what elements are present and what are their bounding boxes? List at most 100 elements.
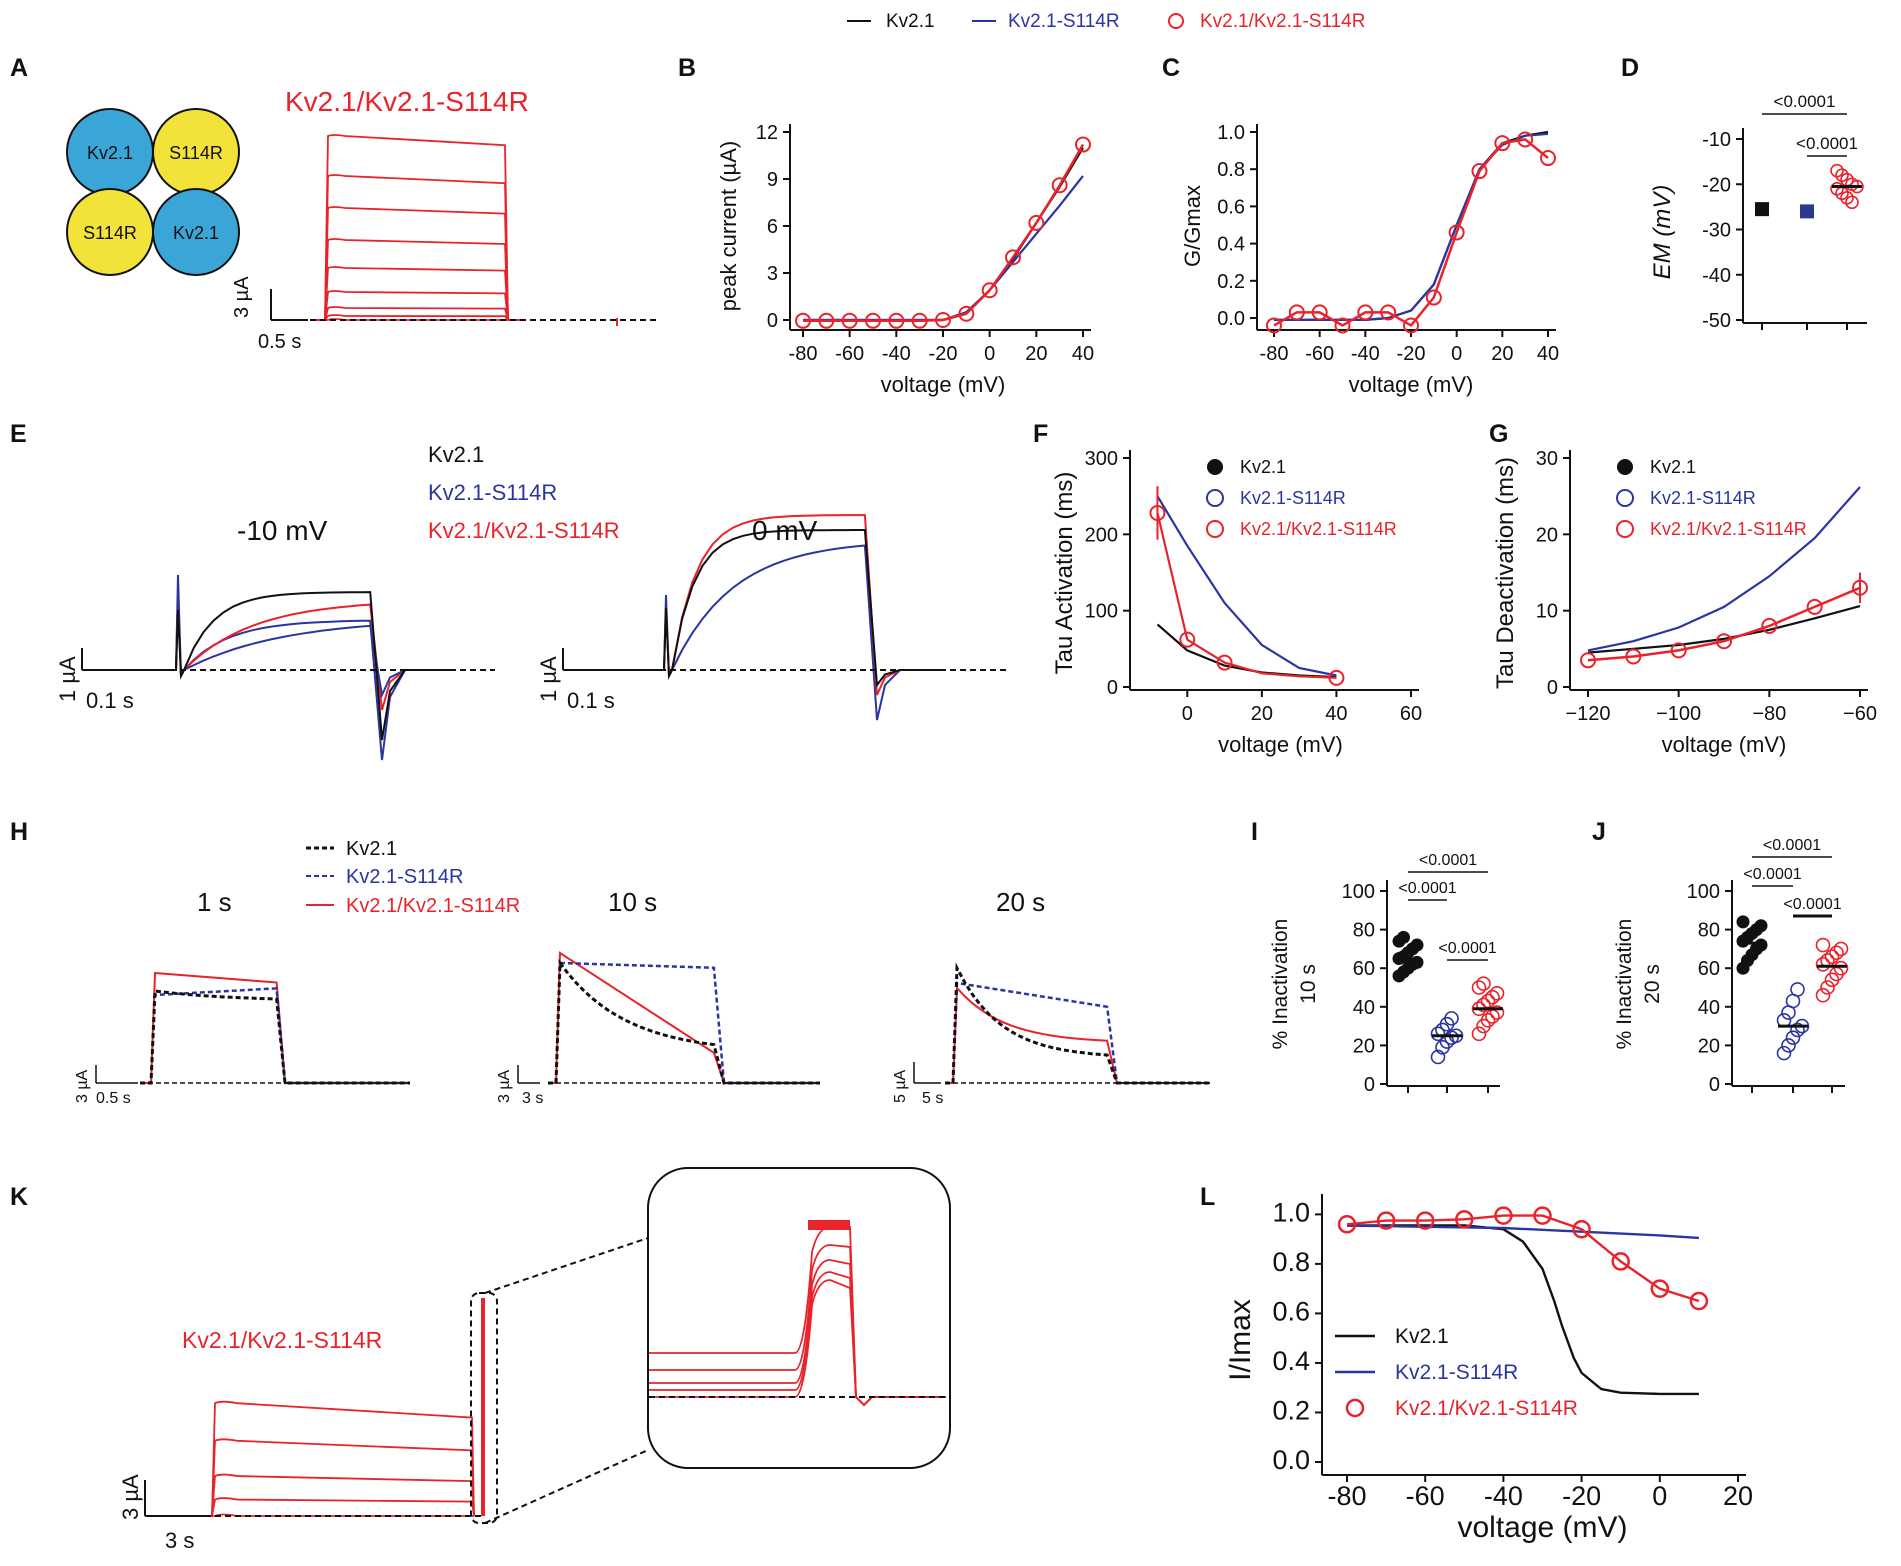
x-tick-label: -20 — [1562, 1481, 1601, 1511]
y-tick-label: -20 — [1702, 174, 1731, 196]
x-axis-label: voltage (mV) — [881, 372, 1006, 397]
panel-k-scale-y-label: 3 µA — [118, 1474, 143, 1520]
x-tick-label: -80 — [789, 343, 818, 365]
inset-current-trace — [649, 1271, 946, 1407]
current-trace — [105, 574, 450, 761]
x-axis-label: voltage (mV) — [1662, 732, 1787, 757]
chart-i: 0 20 40 60 80 100 % Inactivation 10 s <0.0001 <0.… — [1269, 852, 1505, 1096]
panel-e-scale-y-label-1: 1 µA — [55, 656, 80, 702]
y-tick-label: -30 — [1702, 220, 1731, 242]
y-tick-label: 100 — [1085, 601, 1118, 623]
x-axis-label: voltage (mV) — [1218, 732, 1343, 757]
x-tick-label: 20 — [1251, 703, 1273, 725]
x-tick-label: 0 — [984, 343, 995, 365]
y-tick-label: 1.0 — [1217, 122, 1245, 144]
data-point — [1376, 1211, 1396, 1230]
current-trace — [175, 1400, 475, 1517]
series-line-0 — [803, 147, 1084, 322]
legend-marker-mut — [1206, 489, 1224, 507]
y-tick-label: 20 — [1536, 524, 1558, 546]
y-axis-label: Tau Deactivation (ms) — [1492, 457, 1519, 689]
chart-j: 0 20 40 60 80 100 % Inactivation 20 s <0.0001 <0.… — [1613, 837, 1849, 1096]
data-point — [1430, 1049, 1446, 1065]
data-point — [1476, 976, 1491, 991]
legend-marker-het — [1616, 520, 1634, 538]
panel-h-scale-x-label-2: 3 s — [522, 1090, 543, 1107]
series-line-1 — [1156, 495, 1337, 677]
data-point — [1471, 1026, 1487, 1042]
significance-label: <0.0001 — [1743, 866, 1801, 883]
current-trace — [548, 951, 820, 1084]
data-point — [1415, 1211, 1435, 1230]
legend-label-0: Kv2.1 — [1650, 457, 1696, 477]
panel-letter-i: I — [1251, 818, 1258, 846]
mean-marker — [1800, 204, 1814, 219]
panel-h-scale-x-label-3: 5 s — [922, 1090, 943, 1107]
data-point — [1075, 136, 1091, 153]
series-line-1 — [1346, 1224, 1699, 1240]
panel-h-scale-y-label-1: 3 µA — [74, 1069, 91, 1103]
data-point — [935, 312, 951, 328]
y-tick-label: 0.0 — [1272, 1445, 1310, 1475]
panel-k-connector-bottom — [484, 1449, 649, 1524]
series-line-2 — [1273, 138, 1549, 328]
significance-label: <0.0001 — [1774, 92, 1836, 111]
x-axis-label: voltage (mV) — [1457, 1511, 1627, 1544]
inset-peak-overlap — [808, 1220, 850, 1230]
data-point — [1179, 631, 1196, 648]
y-tick-label: -40 — [1702, 265, 1731, 287]
current-trace — [945, 985, 1210, 1084]
data-point — [1650, 1279, 1670, 1298]
current-trace — [590, 529, 945, 688]
panel-e-scale-x-label-2: 0.1 s — [567, 688, 615, 713]
significance-label: <0.0001 — [1763, 837, 1821, 854]
series-line-1 — [1587, 486, 1861, 652]
panel-k: Kv2.1/Kv2.1-S114R 3 µA 3 s — [118, 1167, 951, 1553]
data-point — [958, 305, 975, 322]
y-axis-label: % Inactivation — [1269, 919, 1292, 1050]
data-point — [911, 312, 928, 329]
data-point — [1051, 177, 1068, 194]
current-trace — [310, 134, 520, 321]
data-point — [1830, 181, 1844, 196]
data-point — [1806, 598, 1823, 615]
y-tick-label: 0.2 — [1272, 1395, 1310, 1425]
data-point — [1425, 289, 1442, 306]
y-tick-label: 6 — [767, 216, 778, 238]
inset-current-trace — [649, 1244, 946, 1407]
current-trace — [175, 1473, 475, 1517]
y-axis-label: peak current (µA) — [716, 141, 741, 311]
legend-marker-mut — [1616, 489, 1634, 507]
y-tick-label: 80 — [1353, 920, 1375, 942]
y-tick-label: 0.6 — [1217, 196, 1245, 218]
series-line-2 — [1587, 586, 1861, 662]
x-tick-label: 40 — [1325, 703, 1347, 725]
current-trace — [945, 962, 1210, 1085]
data-point — [1337, 1215, 1357, 1234]
data-point — [1835, 168, 1849, 182]
y-tick-label: 0.4 — [1217, 234, 1245, 256]
series-line-2 — [1346, 1214, 1700, 1303]
data-point — [1815, 957, 1831, 972]
mean-marker — [1755, 202, 1769, 217]
data-point — [1489, 985, 1505, 1001]
current-trace — [175, 1497, 475, 1517]
chart-f: 0 100 200 300 0 20 40 60 voltage (mV) Tau Activat… — [1051, 448, 1422, 757]
panel-e-legend-mut: Kv2.1-S114R — [428, 480, 557, 505]
panel-h-legend-kv21: Kv2.1 — [346, 838, 397, 860]
data-point — [1840, 191, 1854, 205]
panel-k-zoom-inset — [647, 1167, 951, 1469]
legend-label-1: Kv2.1-S114R — [1240, 488, 1346, 508]
current-trace — [310, 290, 520, 321]
y-axis-label: 20 s — [1641, 964, 1664, 1004]
data-point — [1380, 304, 1397, 321]
data-point — [1820, 980, 1835, 995]
current-trace — [310, 174, 520, 321]
data-point — [818, 312, 835, 329]
data-point — [1572, 1219, 1591, 1239]
panel-h-legend-mut: Kv2.1-S114R — [346, 866, 463, 888]
y-tick-label: 0.8 — [1217, 159, 1245, 181]
data-point — [1448, 224, 1465, 241]
x-tick-label: 20 — [1025, 343, 1047, 365]
y-tick-label: -50 — [1702, 310, 1731, 332]
